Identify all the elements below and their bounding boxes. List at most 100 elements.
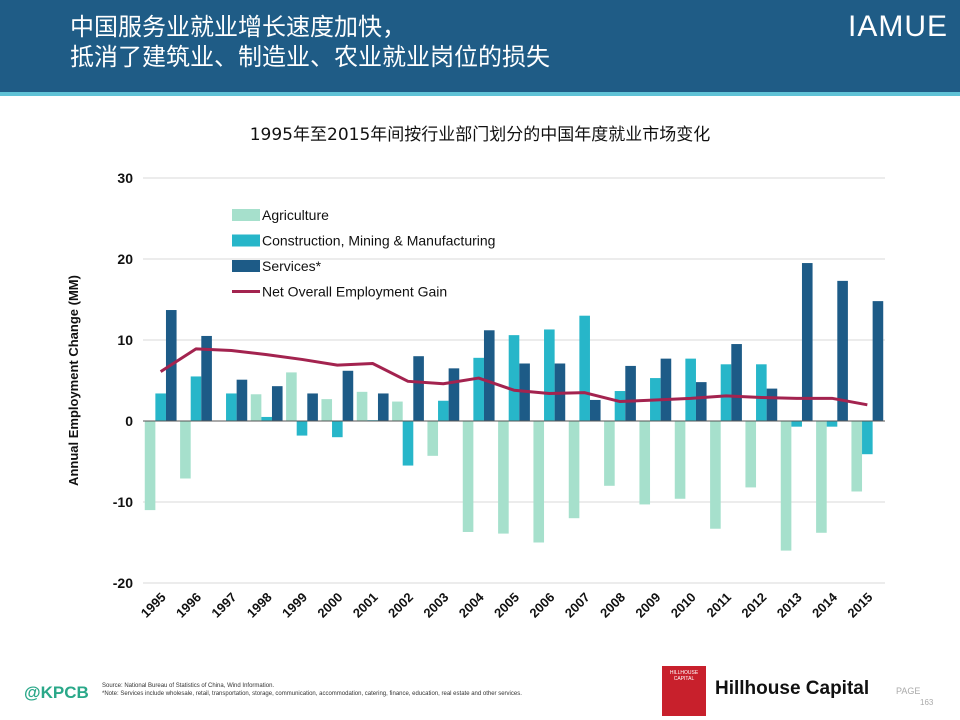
- bar-services: [201, 335, 212, 421]
- y-axis-label: Annual Employment Change (MM): [66, 275, 81, 486]
- bar-services: [625, 365, 636, 421]
- x-tick-label: 2011: [704, 590, 735, 621]
- legend-label: Agriculture: [262, 207, 329, 223]
- page-title-line2: 抵消了建筑业、制造业、农业就业岗位的损失: [70, 43, 550, 71]
- bar-agriculture: [356, 391, 368, 421]
- page-label: PAGE: [896, 686, 921, 696]
- x-tick-label: 2013: [774, 590, 805, 621]
- bar-agriculture: [392, 401, 403, 421]
- chart-title: 1995年至2015年间按行业部门划分的中国年度就业市场变化: [249, 125, 711, 145]
- bar-construction: [190, 376, 202, 421]
- bar-construction: [579, 315, 590, 421]
- bar-agriculture: [250, 394, 262, 421]
- bar-services: [342, 370, 354, 421]
- bar-services: [377, 393, 389, 421]
- bar-agriculture: [286, 372, 297, 421]
- x-tick-label: 1999: [279, 590, 310, 621]
- x-tick-label: 2000: [314, 590, 345, 621]
- x-tick-label: 2015: [844, 590, 875, 621]
- x-tick-label: 2004: [456, 589, 488, 621]
- kpcb-logo: @KPCB: [24, 683, 89, 702]
- note-line: *Note: Services include wholesale, retai…: [102, 691, 522, 697]
- y-tick-label: 10: [117, 332, 133, 348]
- x-tick-label: 1998: [244, 590, 275, 621]
- brand-watermark: IAMUE: [847, 10, 948, 43]
- bar-services: [801, 263, 813, 421]
- x-tick-label: 2009: [632, 590, 663, 621]
- legend-label: Services*: [262, 258, 322, 274]
- legend-label: Construction, Mining & Manufacturing: [262, 233, 495, 249]
- legend-label: Net Overall Employment Gain: [262, 284, 447, 300]
- header-banner: 中国服务业就业增长速度加快， 抵消了建筑业、制造业、农业就业岗位的损失 IAMU…: [0, 0, 960, 92]
- bar-construction: [226, 393, 237, 421]
- x-tick-label: 2007: [562, 590, 593, 621]
- x-tick-label: 2006: [526, 590, 557, 621]
- x-tick-label: 1996: [173, 590, 204, 621]
- bar-agriculture: [851, 421, 863, 492]
- y-tick-label: -10: [113, 494, 133, 510]
- x-tick-label: 2012: [738, 590, 769, 621]
- y-tick-label: 30: [117, 170, 133, 186]
- legend-swatch-construction: [232, 234, 260, 247]
- bar-construction: [685, 358, 696, 421]
- bar-agriculture: [427, 421, 439, 456]
- bar-agriculture: [604, 421, 615, 486]
- bar-agriculture: [180, 421, 191, 479]
- bar-construction: [614, 391, 626, 421]
- hillhouse-logo: HILLHOUSE CAPITAL: [662, 666, 706, 716]
- bar-agriculture: [710, 421, 721, 529]
- bar-agriculture: [780, 421, 792, 551]
- bar-construction: [862, 421, 873, 455]
- bar-construction: [438, 400, 449, 421]
- bar-services: [766, 388, 778, 421]
- bar-services: [307, 393, 318, 421]
- bar-construction: [720, 364, 732, 421]
- bar-services: [695, 382, 707, 421]
- bar-construction: [473, 357, 484, 421]
- y-tick-label: 20: [117, 251, 133, 267]
- bar-agriculture: [144, 421, 156, 511]
- x-tick-label: 1997: [208, 590, 239, 621]
- x-tick-label: 2002: [385, 590, 416, 621]
- x-tick-label: 2014: [809, 589, 841, 621]
- page-title: 中国服务业就业增长速度加快， 抵消了建筑业、制造业、农业就业岗位的损失: [70, 12, 550, 72]
- source-note: Source: National Bureau of Statistics of…: [102, 682, 662, 698]
- bar-agriculture: [568, 421, 580, 519]
- page-title-line1: 中国服务业就业增长速度加快，: [70, 13, 406, 41]
- bar-construction: [756, 364, 767, 421]
- hillhouse-logo-text: HILLHOUSE CAPITAL: [669, 670, 699, 682]
- x-tick-label: 1995: [138, 590, 169, 621]
- bar-services: [448, 368, 460, 421]
- company-name: Hillhouse Capital: [715, 678, 870, 699]
- bar-construction: [508, 335, 520, 421]
- header-accent-bar: [0, 92, 960, 96]
- bar-services: [271, 386, 283, 421]
- bar-construction: [332, 421, 343, 438]
- bar-services: [413, 356, 424, 421]
- bar-services: [872, 301, 884, 421]
- page-number: 163: [920, 698, 934, 707]
- bar-services: [837, 280, 848, 421]
- net-employment-line: [159, 347, 868, 407]
- x-tick-label: 2005: [491, 590, 522, 621]
- legend-swatch-agriculture: [232, 209, 260, 221]
- bar-services: [483, 330, 495, 421]
- bar-agriculture: [321, 399, 333, 421]
- bar-construction: [155, 393, 166, 421]
- source-line: Source: National Bureau of Statistics of…: [102, 683, 275, 689]
- y-tick-label: 0: [125, 413, 133, 429]
- bar-construction: [402, 421, 414, 466]
- bar-agriculture: [745, 421, 757, 488]
- x-tick-label: 2001: [350, 590, 381, 621]
- legend-swatch-services: [232, 260, 260, 272]
- x-tick-label: 2010: [668, 590, 699, 621]
- bar-agriculture: [816, 421, 827, 533]
- y-tick-label: -20: [113, 575, 133, 591]
- bar-services: [236, 379, 248, 421]
- bar-services: [589, 399, 601, 421]
- bar-agriculture: [498, 421, 509, 534]
- bar-agriculture: [533, 421, 545, 543]
- bar-construction: [296, 421, 308, 436]
- bar-construction: [544, 329, 555, 421]
- bar-services: [731, 344, 742, 421]
